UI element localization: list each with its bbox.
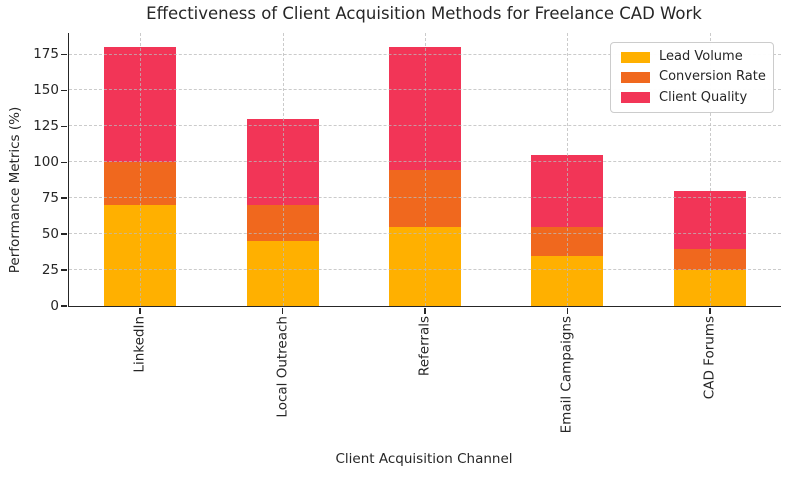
y-tick-mark <box>61 233 68 235</box>
chart-title: Effectiveness of Client Acquisition Meth… <box>146 4 702 23</box>
legend-label: Conversion Rate <box>659 69 766 85</box>
y-tick-label: 175 <box>33 45 59 62</box>
legend-item: Lead Volume <box>621 49 763 65</box>
y-tick-mark <box>61 197 68 200</box>
legend-item: Client Quality <box>621 90 763 106</box>
legend: Lead Volume Conversion Rate Client Quality <box>610 42 774 113</box>
y-tick-label: 150 <box>33 81 59 98</box>
bar-segment-conversion-rate <box>389 169 461 227</box>
x-tick-mark <box>139 307 141 314</box>
bar-segment-client-quality <box>531 155 604 227</box>
legend-swatch <box>621 51 650 63</box>
x-axis-label: Client Acquisition Channel <box>335 451 513 467</box>
bar-segment-lead-volume <box>246 241 319 306</box>
y-tick-mark <box>61 53 68 56</box>
legend-swatch <box>621 71 650 83</box>
x-tick-label: Email Campaigns <box>558 316 575 434</box>
bar-segment-conversion-rate <box>246 205 319 242</box>
x-tick-label: Local Outreach <box>274 316 291 418</box>
y-axis-label: Performance Metrics (%) <box>7 106 23 274</box>
bar-stack <box>246 33 319 306</box>
legend-swatch <box>621 92 650 104</box>
bar-stack <box>531 33 604 306</box>
y-tick-label: 50 <box>41 225 59 242</box>
legend-item: Conversion Rate <box>621 69 766 85</box>
bar-segment-conversion-rate <box>104 162 177 206</box>
x-tick-label: LinkedIn <box>131 316 148 373</box>
bar-segment-client-quality <box>246 119 319 206</box>
y-tick-mark <box>61 161 68 164</box>
bar-segment-conversion-rate <box>673 248 746 271</box>
y-tick-label: 100 <box>33 153 59 170</box>
bar-segment-client-quality <box>104 47 177 163</box>
legend-label: Client Quality <box>659 89 748 105</box>
bar-segment-lead-volume <box>104 205 177 306</box>
bar-stack <box>389 33 461 306</box>
y-tick-mark <box>61 269 68 271</box>
y-tick-label: 75 <box>41 189 59 206</box>
y-tick-mark <box>61 305 68 307</box>
x-tick-mark <box>566 307 569 314</box>
bar-segment-conversion-rate <box>531 226 604 256</box>
bar-stack <box>104 33 177 306</box>
x-tick-mark <box>424 307 426 314</box>
bar-segment-lead-volume <box>389 226 461 306</box>
plot-area: 0 25 50 75 100 125 150 175 LinkedIn Local Outreac… <box>33 33 781 433</box>
y-tick-label: 25 <box>41 261 59 278</box>
bar-segment-client-quality <box>389 47 461 170</box>
y-tick-label: 0 <box>50 297 59 314</box>
x-tick-mark <box>281 307 284 314</box>
x-tick-label: Referrals <box>416 316 433 377</box>
x-tick-mark <box>709 307 711 314</box>
bar-segment-lead-volume <box>531 255 604 306</box>
legend-label: Lead Volume <box>659 49 743 64</box>
y-tick-mark <box>61 125 68 128</box>
bar-segment-lead-volume <box>673 270 746 306</box>
y-tick-label: 125 <box>33 117 59 134</box>
y-tick-mark <box>61 89 68 92</box>
bar-segment-client-quality <box>673 191 746 249</box>
x-tick-label: CAD Forums <box>701 316 718 400</box>
